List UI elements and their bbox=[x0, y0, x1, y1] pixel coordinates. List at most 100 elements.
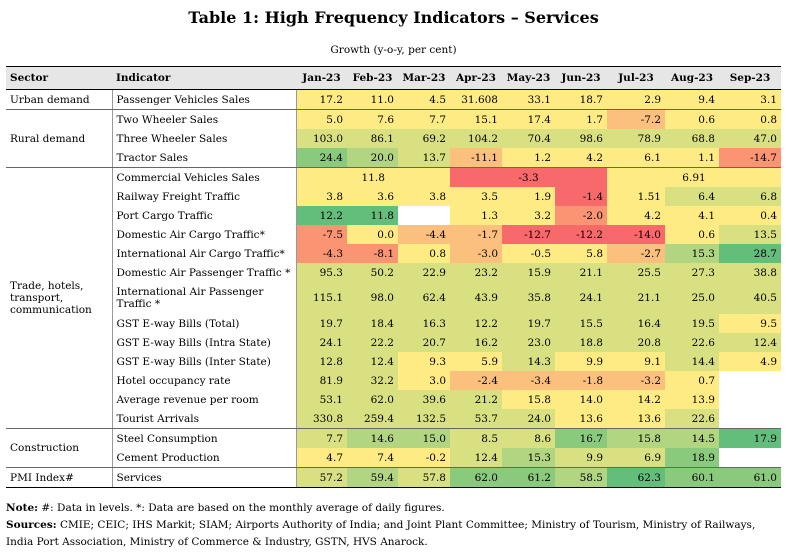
value-cell: -1.8 bbox=[555, 371, 607, 390]
value-cell: -14.7 bbox=[719, 148, 781, 168]
value-cell bbox=[719, 371, 781, 390]
value-cell: 15.8 bbox=[502, 390, 555, 409]
indicator-label: Two Wheeler Sales bbox=[112, 109, 297, 129]
indicator-label: International Air Passenger Traffic * bbox=[112, 282, 297, 314]
value-cell: 57.2 bbox=[296, 467, 347, 488]
indicator-label: GST E-way Bills (Inter State) bbox=[112, 352, 297, 371]
value-cell: 21.1 bbox=[607, 282, 665, 314]
value-cell: 6.4 bbox=[665, 187, 719, 206]
value-cell: 12.4 bbox=[719, 333, 781, 352]
value-cell: 13.7 bbox=[398, 148, 450, 168]
value-cell: 4.9 bbox=[719, 352, 781, 371]
value-cell: 1.7 bbox=[555, 109, 607, 129]
table-subtitle: Growth (y-o-y, per cent) bbox=[330, 44, 457, 56]
value-cell: 3.2 bbox=[502, 206, 555, 225]
value-cell: 14.3 bbox=[502, 352, 555, 371]
value-cell: 70.4 bbox=[502, 129, 555, 148]
value-cell: 25.0 bbox=[665, 282, 719, 314]
table-row: Urban demand Passenger Vehicles Sales 17… bbox=[6, 89, 781, 110]
value-cell: 8.5 bbox=[450, 428, 502, 448]
value-cell: 9.5 bbox=[719, 314, 781, 333]
value-cell: -0.5 bbox=[502, 244, 555, 263]
value-cell: 14.5 bbox=[665, 428, 719, 448]
table-row: Hotel occupancy rate 81.9 32.2 3.0 -2.4 … bbox=[6, 371, 781, 390]
table-row: PMI Index# Services 57.2 59.4 57.8 62.0 … bbox=[6, 467, 781, 488]
value-cell: -3.2 bbox=[607, 371, 665, 390]
value-cell bbox=[719, 448, 781, 468]
value-cell: 17.9 bbox=[719, 428, 781, 448]
value-cell: 15.3 bbox=[502, 448, 555, 468]
value-cell: 0.6 bbox=[665, 109, 719, 129]
value-cell: 32.2 bbox=[347, 371, 398, 390]
value-cell: 0.8 bbox=[719, 109, 781, 129]
value-cell: 61.0 bbox=[719, 467, 781, 488]
value-cell: 24.0 bbox=[502, 409, 555, 429]
value-cell: 4.1 bbox=[665, 206, 719, 225]
value-cell: -11.1 bbox=[450, 148, 502, 168]
value-cell: 7.7 bbox=[398, 109, 450, 129]
value-cell: 95.3 bbox=[296, 263, 347, 282]
value-cell: -0.2 bbox=[398, 448, 450, 468]
value-cell: 98.6 bbox=[555, 129, 607, 148]
value-cell: 11.0 bbox=[347, 89, 398, 110]
value-cell: 3.1 bbox=[719, 89, 781, 110]
indicator-label: Hotel occupancy rate bbox=[112, 371, 297, 390]
value-cell: 18.7 bbox=[555, 89, 607, 110]
value-cell bbox=[719, 409, 781, 429]
value-cell: 5.8 bbox=[555, 244, 607, 263]
value-cell: 24.4 bbox=[296, 148, 347, 168]
sector-pmi: PMI Index# bbox=[6, 467, 113, 488]
indicator-label: GST E-way Bills (Total) bbox=[112, 314, 297, 333]
value-cell: 31.608 bbox=[450, 89, 502, 110]
value-cell: -7.2 bbox=[607, 109, 665, 129]
note-line: Note: #: Data in levels. *: Data are bas… bbox=[6, 500, 784, 517]
value-cell: 60.1 bbox=[665, 467, 719, 488]
value-cell: 16.7 bbox=[555, 428, 607, 448]
value-cell: 3.0 bbox=[398, 371, 450, 390]
value-cell: 68.8 bbox=[665, 129, 719, 148]
value-cell: 23.0 bbox=[502, 333, 555, 352]
value-cell: 12.4 bbox=[450, 448, 502, 468]
sources-label: Sources: bbox=[6, 519, 57, 531]
value-cell: 104.2 bbox=[450, 129, 502, 148]
value-cell: 3.5 bbox=[450, 187, 502, 206]
value-cell: 4.5 bbox=[398, 89, 450, 110]
value-cell: 62.3 bbox=[607, 467, 665, 488]
indicator-label: Railway Freight Traffic bbox=[112, 187, 297, 206]
value-cell: 15.9 bbox=[502, 263, 555, 282]
value-cell: 1.51 bbox=[607, 187, 665, 206]
value-cell: 14.6 bbox=[347, 428, 398, 448]
value-cell-quarter: 6.91 bbox=[607, 167, 781, 187]
value-cell: 20.7 bbox=[398, 333, 450, 352]
value-cell: 103.0 bbox=[296, 129, 347, 148]
value-cell: 15.1 bbox=[450, 109, 502, 129]
value-cell: -2.7 bbox=[607, 244, 665, 263]
value-cell: 50.2 bbox=[347, 263, 398, 282]
value-cell: -3.0 bbox=[450, 244, 502, 263]
col-jun: Jun-23 bbox=[555, 66, 607, 90]
col-jan: Jan-23 bbox=[296, 66, 347, 90]
indicator-label: Commercial Vehicles Sales bbox=[112, 167, 297, 187]
table-row: International Air Passenger Traffic * 11… bbox=[6, 282, 781, 314]
indicator-label: Average revenue per room bbox=[112, 390, 297, 409]
indicator-label: Three Wheeler Sales bbox=[112, 129, 297, 148]
value-cell: 13.6 bbox=[607, 409, 665, 429]
indicator-label: Services bbox=[112, 467, 297, 488]
header-row: Sector Indicator Jan-23 Feb-23 Mar-23 Ap… bbox=[6, 66, 781, 90]
sector-rural: Rural demand bbox=[6, 109, 113, 168]
value-cell: 58.5 bbox=[555, 467, 607, 488]
value-cell: 15.5 bbox=[555, 314, 607, 333]
value-cell: 259.4 bbox=[347, 409, 398, 429]
table-row: International Air Cargo Traffic* -4.3 -8… bbox=[6, 244, 781, 263]
value-cell: 35.8 bbox=[502, 282, 555, 314]
value-cell: 61.2 bbox=[502, 467, 555, 488]
indicator-label: GST E-way Bills (Intra State) bbox=[112, 333, 297, 352]
value-cell: 6.1 bbox=[607, 148, 665, 168]
value-cell: 12.4 bbox=[347, 352, 398, 371]
col-mar: Mar-23 bbox=[398, 66, 450, 90]
value-cell bbox=[398, 206, 450, 225]
value-cell: 14.0 bbox=[555, 390, 607, 409]
value-cell: -4.3 bbox=[296, 244, 347, 263]
value-cell: 40.5 bbox=[719, 282, 781, 314]
